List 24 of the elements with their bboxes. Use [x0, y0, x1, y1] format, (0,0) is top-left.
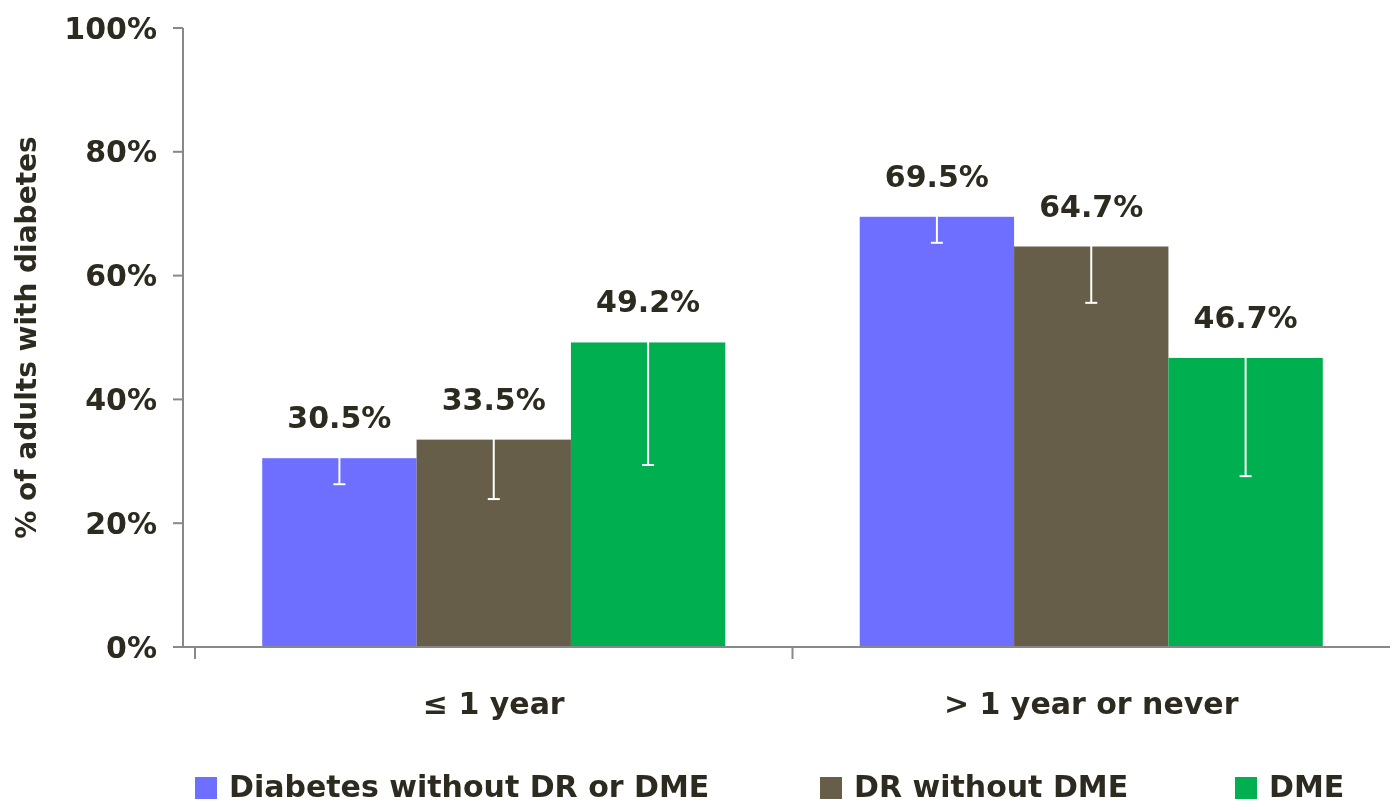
bar	[416, 439, 571, 647]
data-label: 64.7%	[1039, 188, 1144, 224]
legend-label: DR without DME	[854, 769, 1129, 804]
legend-label: Diabetes without DR or DME	[229, 769, 710, 804]
y-tick-label: 80%	[85, 134, 157, 170]
legend-label: DME	[1269, 769, 1345, 804]
data-label: 30.5%	[287, 400, 392, 436]
bar	[1014, 246, 1169, 647]
y-tick-label: 0%	[106, 629, 157, 665]
y-tick-label: 100%	[64, 10, 157, 46]
bar	[570, 342, 726, 647]
data-label: 49.2%	[596, 284, 701, 320]
y-axis-title: % of adults with diabetes	[10, 136, 43, 539]
x-tick-label: > 1 year or never	[943, 686, 1239, 721]
data-label: 46.7%	[1193, 299, 1298, 335]
y-tick-label: 60%	[85, 258, 157, 294]
bar	[859, 216, 1015, 647]
bar	[1168, 357, 1323, 647]
x-tick-label: ≤ 1 year	[422, 686, 565, 721]
y-tick-label: 40%	[85, 381, 157, 417]
y-tick-label: 20%	[85, 505, 157, 541]
data-label: 33.5%	[441, 381, 546, 417]
bar	[262, 458, 417, 647]
data-label: 69.5%	[884, 158, 989, 194]
